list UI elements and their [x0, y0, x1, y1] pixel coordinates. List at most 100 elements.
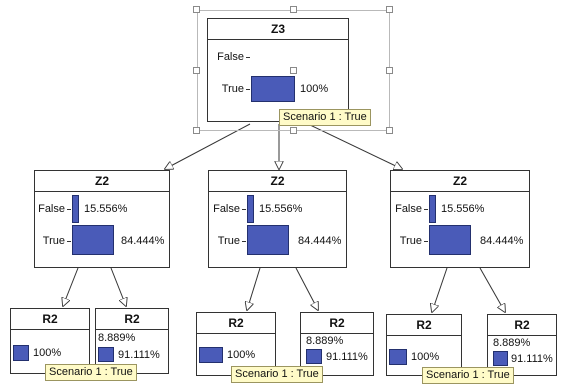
state-row-true: True 84.444%	[391, 225, 531, 255]
node-r2-left[interactable]: R2 100%	[386, 314, 462, 376]
probability-bar	[389, 349, 407, 365]
selection-handle[interactable]	[386, 67, 393, 74]
state-row-false: False	[208, 49, 350, 65]
state-row: 8.889%	[96, 330, 170, 346]
state-row: 91.111%	[96, 347, 170, 363]
selection-handle[interactable]	[290, 127, 297, 134]
scenario-tooltip: Scenario 1 : True	[231, 366, 323, 383]
probability-bar	[251, 76, 295, 102]
node-title: Z2	[391, 171, 529, 192]
selection-handle[interactable]	[193, 127, 200, 134]
state-row: 91.111%	[301, 349, 375, 365]
node-z2[interactable]: Z2 False 15.556% True 84.444%	[390, 170, 530, 268]
probability-value: 91.111%	[118, 349, 160, 361]
node-z3[interactable]: Z3 False True 100%	[207, 18, 349, 122]
state-row: 8.889%	[301, 333, 375, 349]
edge-z2-3-to-r2-right	[479, 267, 505, 312]
state-row-true: True 84.444%	[209, 225, 348, 255]
state-row: 8.889%	[488, 335, 558, 351]
edge-z2-2-to-r2-left	[247, 267, 261, 310]
state-label: True	[217, 235, 240, 247]
state-tick	[246, 89, 250, 90]
state-row: 100%	[11, 345, 91, 361]
selection-handle[interactable]	[386, 6, 393, 13]
node-title: Z3	[208, 19, 348, 40]
probability-bar	[98, 347, 114, 362]
state-row-false: False 15.556%	[35, 195, 171, 223]
state-row: 100%	[387, 349, 463, 365]
edge-z3-to-z2-1	[165, 123, 251, 169]
edge-z2-1-to-r2-left	[63, 267, 79, 306]
node-r2-left[interactable]: R2 100%	[10, 308, 90, 374]
state-tick	[424, 241, 428, 242]
probability-value: 15.556%	[441, 203, 485, 215]
state-tick	[246, 57, 250, 58]
state-tick	[67, 209, 71, 210]
probability-bar	[72, 195, 79, 223]
state-label: True	[42, 235, 65, 247]
probability-bar	[13, 345, 29, 361]
node-title: R2	[488, 315, 556, 336]
state-row-true: True 84.444%	[35, 225, 171, 255]
node-z2[interactable]: Z2 False 15.556% True 84.444%	[34, 170, 170, 268]
state-label: False	[395, 203, 422, 215]
probability-bar	[429, 195, 436, 223]
node-title: R2	[387, 315, 461, 336]
state-row-false: False 15.556%	[209, 195, 348, 223]
state-row-true: True 100%	[208, 76, 350, 102]
selection-handle[interactable]	[290, 6, 297, 13]
scenario-tooltip: Scenario 1 : True	[45, 364, 137, 381]
probability-value: 84.444%	[480, 235, 524, 247]
probability-bar	[199, 347, 223, 363]
node-title: R2	[96, 309, 168, 330]
probability-bar	[247, 195, 254, 223]
edge-z2-2-to-r2-right	[295, 267, 318, 310]
node-title: R2	[11, 309, 89, 330]
probability-value: 91.111%	[326, 351, 368, 363]
probability-value: 8.889%	[306, 335, 344, 347]
state-row: 91.111%	[488, 351, 558, 367]
probability-value: 91.111%	[511, 353, 553, 365]
probability-value: 84.444%	[298, 235, 342, 247]
probability-bar	[306, 349, 322, 364]
node-r2-right[interactable]: R2 8.889% 91.111%	[300, 312, 374, 376]
edge-z3-to-z2-3	[307, 123, 402, 169]
probability-value: 100%	[300, 83, 329, 95]
state-row-false: False 15.556%	[391, 195, 531, 223]
selection-handle[interactable]	[290, 67, 297, 74]
selection-handle[interactable]	[386, 127, 393, 134]
probability-value: 8.889%	[98, 332, 136, 344]
node-r2-right[interactable]: R2 8.889% 91.111%	[95, 308, 169, 374]
probability-value: 100%	[33, 347, 62, 359]
node-title: Z2	[35, 171, 169, 192]
state-label: False	[38, 203, 65, 215]
state-tick	[242, 241, 246, 242]
probability-value: 15.556%	[84, 203, 128, 215]
state-row: 100%	[197, 347, 277, 363]
probability-value: 15.556%	[259, 203, 303, 215]
state-label: False	[217, 51, 244, 63]
probability-bar	[247, 225, 289, 255]
node-z2[interactable]: Z2 False 15.556% True 84.444%	[208, 170, 347, 268]
edge-z2-3-to-r2-left	[432, 267, 448, 312]
probability-value: 100%	[411, 351, 440, 363]
node-r2-right[interactable]: R2 8.889% 91.111%	[487, 314, 557, 376]
probability-value: 84.444%	[121, 235, 165, 247]
node-title: Z2	[209, 171, 346, 192]
probability-bar	[429, 225, 471, 255]
state-tick	[67, 241, 71, 242]
node-title: R2	[301, 313, 373, 334]
state-label: True	[221, 83, 244, 95]
state-label: True	[399, 235, 422, 247]
selection-handle[interactable]	[193, 6, 200, 13]
probability-bar	[72, 225, 114, 255]
state-tick	[242, 209, 246, 210]
scenario-tooltip: Scenario 1 : True	[422, 367, 514, 384]
scenario-tooltip: Scenario 1 : True	[279, 109, 371, 126]
node-title: R2	[197, 313, 275, 334]
probability-value: 100%	[227, 349, 256, 361]
state-tick	[424, 209, 428, 210]
selection-handle[interactable]	[193, 67, 200, 74]
probability-bar	[493, 351, 508, 366]
